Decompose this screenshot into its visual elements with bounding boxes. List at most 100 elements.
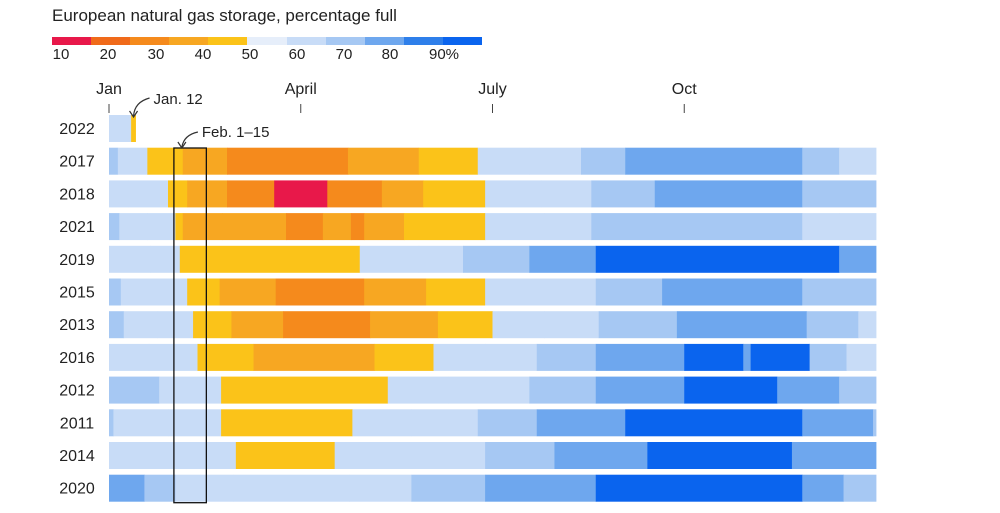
heat-cell [275, 278, 365, 306]
heat-cell [411, 474, 486, 502]
heat-cell [418, 245, 464, 273]
heat-cell [433, 343, 486, 371]
heat-cell [662, 278, 803, 306]
heat-cell [117, 147, 148, 175]
heat-cell [858, 311, 877, 339]
heat-cell [743, 343, 752, 371]
heat-cell [147, 213, 176, 241]
heat-cell [187, 180, 228, 208]
heat-cell [283, 311, 371, 339]
heat-cell [647, 442, 793, 469]
heat-cell [839, 376, 877, 404]
heat-cell [595, 474, 803, 502]
month-tick-label: Oct [672, 81, 697, 98]
heat-cell [581, 147, 626, 175]
heat-cell [485, 343, 538, 371]
legend-swatch [52, 37, 92, 45]
heat-cell [364, 213, 405, 241]
heat-cell [119, 213, 148, 241]
heat-cell [802, 409, 874, 437]
heat-cell [144, 474, 176, 502]
heat-cell [684, 343, 744, 371]
chart-title: European natural gas storage, percentage… [52, 6, 397, 25]
heat-cell [179, 245, 361, 273]
heat-cell [477, 409, 538, 437]
heat-cell [253, 343, 375, 371]
heat-cell [109, 474, 145, 502]
row-label: 2012 [59, 383, 95, 400]
color-legend [52, 37, 483, 45]
heat-cell [347, 147, 420, 175]
heat-cell [221, 376, 389, 404]
heat-cell [227, 180, 275, 208]
heat-cell [485, 442, 555, 469]
heat-cell [168, 180, 188, 208]
heat-cell [187, 442, 237, 469]
heat-cell [448, 376, 530, 404]
heat-cell [227, 147, 349, 175]
heat-cell [404, 213, 486, 241]
legend-label: 60 [288, 46, 306, 63]
heat-cell [802, 180, 877, 208]
legend-label: 20 [99, 46, 117, 63]
heat-cell [147, 147, 184, 175]
row-label: 2013 [59, 317, 95, 334]
heat-cell [554, 442, 648, 469]
legend-swatch [403, 37, 443, 45]
heat-cell [157, 311, 194, 339]
heat-cell [349, 474, 412, 502]
heat-cell [109, 245, 151, 273]
heat-cell [175, 213, 184, 241]
heat-cell [843, 474, 877, 502]
month-tick-label: Jan [96, 81, 122, 98]
heat-cell [544, 213, 592, 241]
row-label: 2018 [59, 186, 95, 203]
heat-cell [131, 115, 136, 142]
heat-cell [777, 376, 840, 404]
legend-swatch [286, 37, 326, 45]
legend-swatch [325, 37, 365, 45]
heat-cell [676, 311, 808, 339]
jan12-arrowhead [129, 110, 139, 119]
jan12-annotation: Jan. 12 [154, 91, 203, 108]
legend-label: 90% [428, 46, 460, 63]
heat-cell [150, 245, 181, 273]
row-label: 2014 [59, 448, 95, 465]
month-tick-label: July [478, 81, 506, 98]
row-label: 2019 [59, 252, 95, 269]
heat-cell [359, 245, 420, 273]
legend-label: 70 [335, 46, 353, 63]
heat-cell [846, 343, 877, 371]
heat-cell [159, 376, 184, 404]
heat-cell [529, 376, 597, 404]
heat-cell [274, 180, 328, 208]
heat-cell [595, 343, 685, 371]
row-label: 2016 [59, 350, 95, 367]
heat-cell [109, 115, 132, 142]
legend-label: 50 [241, 46, 259, 63]
heat-cell [334, 442, 415, 469]
heat-cell [625, 147, 803, 175]
heat-cell [541, 180, 592, 208]
heat-cell [200, 474, 234, 502]
heat-cell [536, 278, 597, 306]
heat-cell [166, 442, 188, 469]
heat-cell [387, 376, 449, 404]
heat-cell [591, 180, 656, 208]
heat-cell [109, 442, 167, 469]
row-label: 2020 [59, 481, 95, 498]
legend-swatch [208, 37, 248, 45]
heat-cell [437, 311, 493, 339]
heat-cell [684, 376, 778, 404]
heat-cell [381, 180, 424, 208]
heat-cell [322, 213, 352, 241]
legend-swatch [91, 37, 131, 45]
feb-window-box [173, 147, 207, 504]
legend-label: 10 [52, 46, 70, 63]
heat-cell [485, 213, 545, 241]
heat-cell [802, 213, 840, 241]
heat-cell [168, 409, 222, 437]
heat-cell [235, 442, 336, 469]
heat-cell [370, 311, 439, 339]
heat-cell [485, 474, 597, 502]
